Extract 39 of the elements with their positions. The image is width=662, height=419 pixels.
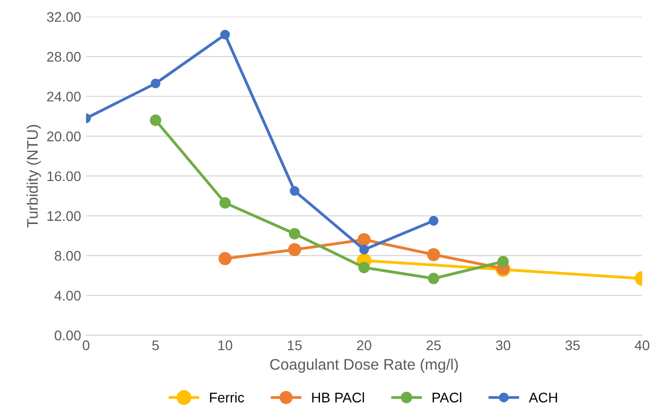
point	[219, 197, 231, 209]
y-tick-label: 24.00	[47, 92, 81, 102]
x-tick-label: 30	[496, 340, 510, 350]
x-tick-label: 10	[218, 340, 232, 350]
x-tick-label: 25	[426, 340, 441, 350]
y-tick-label: 4.00	[54, 290, 81, 301]
point	[358, 233, 371, 246]
legend-label: ACH	[528, 392, 558, 402]
point	[218, 252, 232, 266]
point	[290, 186, 300, 196]
y-tick-label: 0.00	[54, 330, 81, 340]
y-tick-label: 16.00	[48, 171, 81, 182]
point	[359, 244, 369, 254]
y-tick-label: 12.00	[48, 211, 81, 221]
y-axis-title: Turbidity (NTU)	[26, 125, 41, 228]
x-tick-label: 40	[634, 340, 650, 350]
point	[428, 216, 438, 226]
point	[288, 228, 300, 240]
y-tick-label: 32.00	[46, 12, 81, 22]
x-tick-label: 35	[565, 340, 580, 350]
point	[358, 262, 370, 274]
y-tick-label: 28.00	[47, 52, 81, 62]
point	[288, 243, 302, 256]
legend-label: PACl	[432, 392, 462, 402]
x-tick-label: 5	[152, 340, 159, 350]
point	[150, 78, 160, 88]
x-axis-title: Coagulant Dose Rate (mg/l)	[270, 358, 458, 373]
legend-label: Ferric	[210, 392, 244, 402]
legend-label: HB PACl	[312, 392, 364, 402]
point	[497, 256, 509, 268]
y-tick-label: 8.00	[54, 250, 81, 261]
x-tick-label: 0	[82, 340, 90, 350]
point	[150, 114, 162, 126]
point	[428, 272, 440, 284]
x-tick-label: 20	[357, 340, 372, 350]
point	[220, 30, 230, 40]
point	[427, 248, 440, 262]
x-tick-label: 15	[288, 340, 302, 350]
y-tick-label: 20.00	[47, 132, 81, 142]
